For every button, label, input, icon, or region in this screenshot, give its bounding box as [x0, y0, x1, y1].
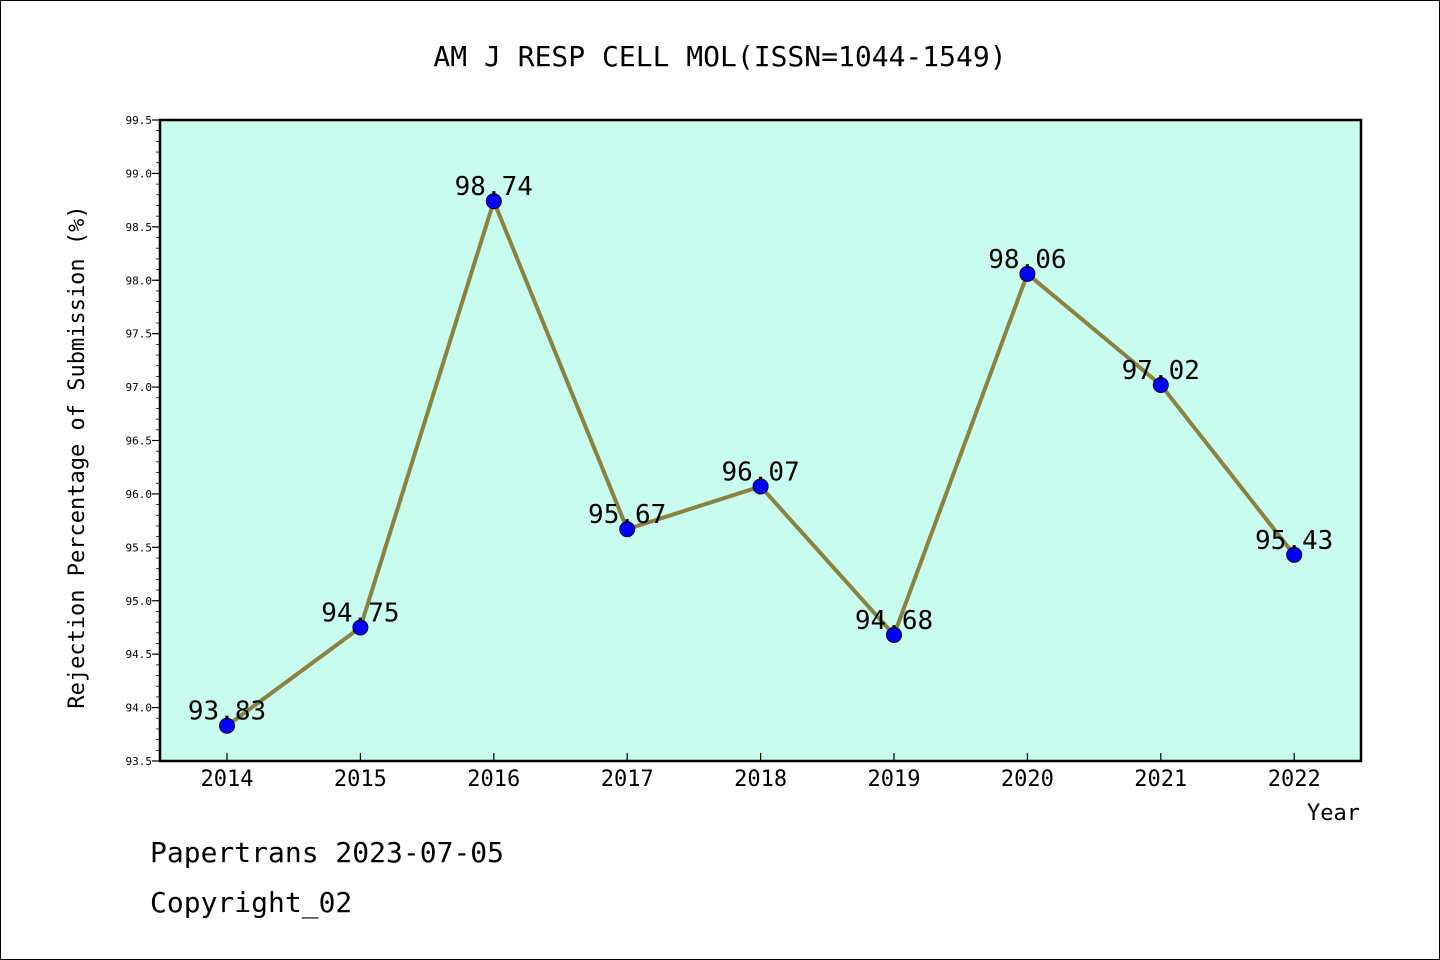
data-point — [485, 193, 502, 210]
y-tick-label: 97.5 — [126, 328, 153, 341]
x-axis-title: Year — [1307, 801, 1360, 826]
plot-area — [158, 118, 1363, 763]
x-tick-label: 2022 — [1268, 767, 1321, 792]
data-label: 96.07 — [721, 457, 799, 487]
y-axis: 93.5 94.0 94.5 95.0 95.5 96.0 96.5 97.0 97.5 98.0… — [126, 114, 160, 768]
y-tick-label: 97.0 — [126, 381, 153, 394]
x-tick-label: 2020 — [1001, 767, 1054, 792]
x-tick-label: 2015 — [334, 767, 387, 792]
y-tick-label: 99.5 — [126, 114, 153, 127]
data-point — [886, 626, 902, 643]
data-label: 94.68 — [855, 606, 933, 636]
data-point — [1152, 376, 1169, 393]
data-label: 95.43 — [1255, 526, 1333, 556]
y-tick-label: 95.5 — [126, 541, 153, 554]
y-tick-label: 99.0 — [126, 167, 153, 180]
data-label: 98.74 — [455, 172, 533, 202]
y-tick-label: 94.0 — [126, 702, 153, 715]
data-point — [1286, 546, 1303, 563]
x-tick-label: 2019 — [868, 767, 921, 792]
data-label: 97.02 — [1122, 356, 1200, 386]
x-tick-label: 2021 — [1134, 767, 1187, 792]
y-tick-label: 98.0 — [126, 274, 153, 287]
data-label: 98.06 — [988, 245, 1066, 275]
series-points-group — [219, 193, 1303, 734]
y-tick-label: 96.5 — [126, 435, 153, 448]
x-tick-label: 2014 — [201, 767, 254, 792]
chart-title: AM J RESP CELL MOL(ISSN=1044-1549) — [433, 40, 1006, 73]
y-axis-title: Rejection Percentage of Submission (%) — [65, 205, 90, 708]
data-point — [219, 717, 235, 734]
y-tick-label: 96.0 — [126, 488, 153, 501]
data-point — [619, 521, 636, 538]
footer-source-date: Papertrans 2023-07-05 — [150, 836, 505, 869]
x-tick-label: 2017 — [601, 767, 654, 792]
data-point — [752, 478, 769, 495]
footer-copyright: Copyright_02 — [150, 886, 353, 919]
data-label: 95.67 — [588, 500, 666, 530]
data-label: 93.83 — [188, 697, 266, 727]
x-tick-label: 2018 — [734, 767, 787, 792]
y-tick-label: 98.5 — [126, 221, 153, 234]
y-tick-label: 95.0 — [126, 595, 153, 608]
x-axis: 2014 2015 2016 2017 2018 2019 2020 2021 2022 — [201, 753, 1321, 792]
data-labels-group: 93.83 94.75 98.74 95.67 96.07 94.68 98.06 97.02… — [188, 172, 1333, 727]
y-tick-label: 93.5 — [126, 755, 153, 768]
data-point — [352, 619, 369, 636]
data-point — [1019, 265, 1036, 282]
x-tick-label: 2016 — [467, 767, 520, 792]
data-label: 94.75 — [321, 598, 399, 628]
y-tick-label: 94.5 — [126, 648, 153, 661]
